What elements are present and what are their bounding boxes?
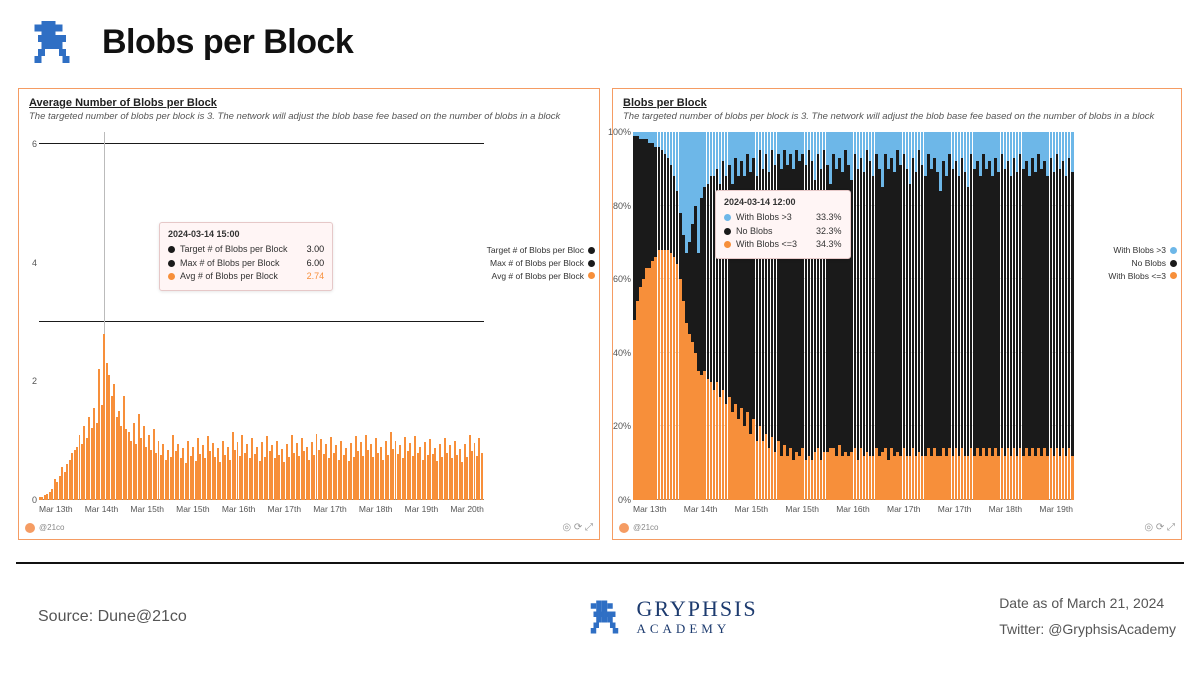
left-chart-title: Average Number of Blobs per Block — [29, 97, 589, 109]
left-chart-subtitle: The targeted number of blobs per block i… — [29, 111, 589, 122]
brand-gryphon-icon — [582, 595, 626, 639]
source-dot-icon — [619, 523, 629, 533]
right-chart-subtitle: The targeted number of blobs per block i… — [623, 111, 1171, 122]
meta-right: Date as of March 21, 2024 Twitter: @Gryp… — [999, 591, 1184, 641]
charts-row: Average Number of Blobs per Block The ta… — [0, 80, 1200, 540]
page-title: Blobs per Block — [102, 23, 353, 62]
gryphon-logo-icon — [24, 14, 80, 70]
twitter-text: Twitter: @GryphsisAcademy — [999, 617, 1176, 642]
right-panel-footer: @21co ◎ ⟳ ⤢ — [619, 522, 1175, 533]
bottom-divider — [16, 562, 1184, 564]
brand-line1: GRYPHSIS — [636, 598, 757, 620]
source-label: @21co — [39, 523, 64, 532]
header: Blobs per Block — [0, 0, 1200, 80]
left-legend: Target # of Blobs per BlocMax # of Blobs… — [487, 244, 595, 282]
bottom-bar: Source: Dune@21co GRYPHSIS ACADEMY Date … — [16, 570, 1184, 663]
left-panel-footer: @21co ◎ ⟳ ⤢ — [25, 522, 593, 533]
right-chart-panel: Blobs per Block The targeted number of b… — [612, 88, 1182, 540]
date-text: Date as of March 21, 2024 — [999, 591, 1176, 616]
source-dot-icon — [25, 523, 35, 533]
right-chart-title: Blobs per Block — [623, 97, 1171, 109]
brand-line2: ACADEMY — [636, 622, 757, 635]
right-plot-area: 0%20%40%60%80%100%2024-03-14 12:00With B… — [633, 132, 1073, 500]
source-label: @21co — [633, 523, 658, 532]
right-legend: With Blobs >3No BlobsWith Blobs <=3 — [1108, 244, 1177, 282]
left-x-labels: Mar 13thMar 14thMar 15thMar 15thMar 16th… — [39, 504, 484, 514]
footer-action-icons[interactable]: ◎ ⟳ ⤢ — [562, 522, 593, 533]
left-chart-panel: Average Number of Blobs per Block The ta… — [18, 88, 600, 540]
left-plot-area: 02462024-03-14 15:00Target # of Blobs pe… — [39, 132, 484, 500]
footer-action-icons[interactable]: ◎ ⟳ ⤢ — [1144, 522, 1175, 533]
source-text: Source: Dune@21co — [16, 608, 187, 626]
right-x-labels: Mar 13thMar 14thMar 15thMar 15thMar 16th… — [633, 504, 1073, 514]
brand-logo: GRYPHSIS ACADEMY — [582, 595, 757, 639]
